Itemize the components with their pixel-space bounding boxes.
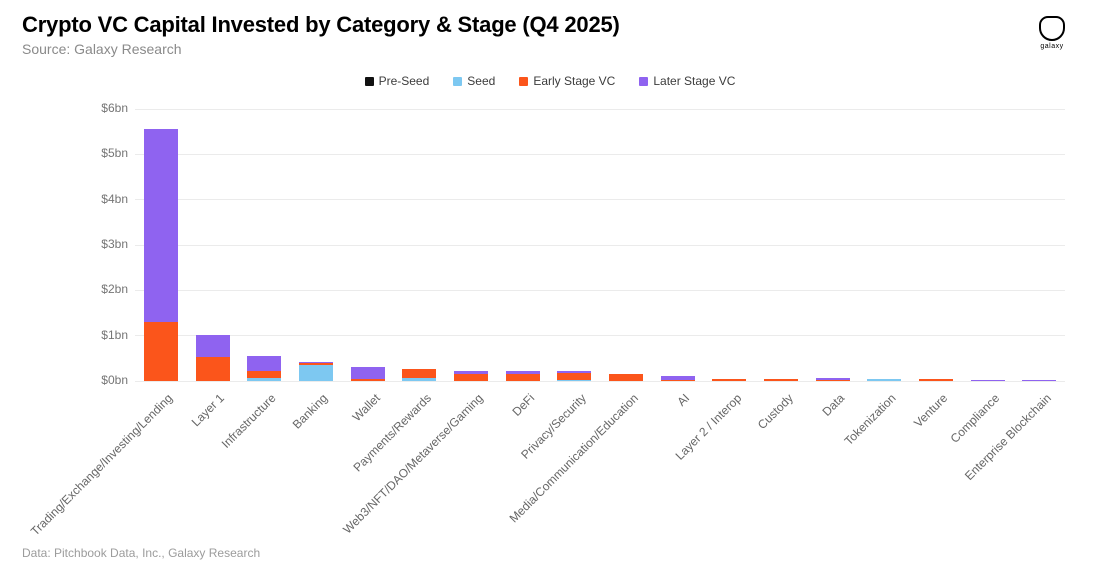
- bar-privacy-security[interactable]: [557, 371, 592, 381]
- gridline: [135, 153, 1065, 155]
- bar-segment-early-stage-vc[interactable]: [453, 373, 488, 381]
- legend-swatch-icon: [519, 76, 529, 86]
- y-tick-label: $2bn: [101, 282, 128, 297]
- bar-segment-early-stage-vc[interactable]: [195, 357, 230, 381]
- bar-segment-early-stage-vc[interactable]: [763, 378, 798, 381]
- x-tick-label: AI: [674, 391, 693, 409]
- x-tick-label: Wallet: [349, 391, 383, 425]
- x-tick-label: Enterprise Blockchain: [962, 391, 1055, 483]
- bar-segment-later-stage-vc[interactable]: [815, 378, 850, 380]
- bar-venture[interactable]: [918, 379, 953, 381]
- y-tick-label: $6bn: [101, 101, 128, 115]
- y-tick-label: $4bn: [101, 191, 128, 206]
- bar-data[interactable]: [815, 378, 850, 381]
- bar-segment-early-stage-vc[interactable]: [712, 378, 747, 381]
- data-credit: Data: Pitchbook Data, Inc., Galaxy Resea…: [22, 546, 261, 560]
- x-tick-label: Tokenization: [841, 391, 900, 449]
- legend-swatch-icon: [639, 76, 649, 86]
- bar-custody[interactable]: [763, 378, 798, 381]
- bar-segment-later-stage-vc[interactable]: [350, 367, 385, 379]
- gridline: [135, 244, 1065, 246]
- bar-ai[interactable]: [660, 375, 695, 381]
- bar-defi[interactable]: [505, 371, 540, 381]
- x-tick-label: Infrastructure: [219, 391, 280, 451]
- bar-segment-early-stage-vc[interactable]: [247, 371, 282, 379]
- source-subtitle: Source: Galaxy Research: [22, 41, 182, 57]
- y-tick-label: $0bn: [101, 373, 128, 387]
- bar-compliance[interactable]: [970, 379, 1005, 381]
- y-tick-label: $1bn: [101, 327, 128, 342]
- bar-segment-early-stage-vc[interactable]: [402, 369, 437, 379]
- legend-item-early-stage-vc[interactable]: Early Stage VC: [519, 74, 615, 88]
- bar-segment-early-stage-vc[interactable]: [350, 378, 385, 381]
- bar-segment-later-stage-vc[interactable]: [195, 334, 230, 358]
- bar-segment-later-stage-vc[interactable]: [660, 375, 695, 380]
- bar-tokenization[interactable]: [867, 378, 902, 381]
- y-tick-label: $5bn: [101, 146, 128, 161]
- gridline: [135, 108, 1065, 110]
- x-tick-label: Banking: [290, 391, 331, 432]
- galaxy-logo: galaxy: [1032, 16, 1072, 50]
- x-tick-label: Compliance: [947, 391, 1003, 446]
- gridline: [135, 335, 1065, 337]
- plot-area: [135, 108, 1065, 382]
- gridline: [135, 289, 1065, 291]
- bar-infrastructure[interactable]: [247, 356, 282, 381]
- x-tick-label: Layer 1: [189, 391, 228, 430]
- bar-segment-later-stage-vc[interactable]: [247, 356, 282, 372]
- bar-segment-early-stage-vc[interactable]: [143, 322, 178, 381]
- page-title: Crypto VC Capital Invested by Category &…: [22, 12, 620, 37]
- bar-segment-later-stage-vc[interactable]: [453, 370, 488, 374]
- bar-segment-early-stage-vc[interactable]: [298, 362, 333, 366]
- x-tick-label: DeFi: [509, 391, 538, 419]
- bar-segment-later-stage-vc[interactable]: [298, 361, 333, 363]
- bar-segment-early-stage-vc[interactable]: [660, 380, 695, 381]
- bar-layer-1[interactable]: [195, 334, 230, 381]
- y-tick-label: $3bn: [101, 237, 128, 251]
- bar-banking[interactable]: [298, 361, 333, 381]
- legend-label: Seed: [467, 74, 496, 88]
- legend-item-later-stage-vc[interactable]: Later Stage VC: [639, 74, 735, 88]
- legend-swatch-icon: [364, 76, 374, 86]
- x-tick-label: Venture: [911, 391, 951, 431]
- bar-segment-early-stage-vc[interactable]: [505, 373, 540, 381]
- bar-segment-seed[interactable]: [557, 379, 592, 381]
- bar-segment-early-stage-vc[interactable]: [815, 379, 850, 381]
- bar-web3-nft-dao-metaverse-gaming[interactable]: [453, 370, 488, 381]
- bar-segment-early-stage-vc[interactable]: [557, 372, 592, 380]
- legend-label: Early Stage VC: [533, 74, 616, 88]
- x-tick-label: Trading/Exchange/Investing/Lending: [28, 391, 176, 539]
- bar-segment-seed[interactable]: [298, 365, 333, 381]
- gridline: [135, 380, 1065, 382]
- legend-item-pre-seed[interactable]: Pre-Seed: [364, 74, 430, 88]
- x-tick-label: Custody: [754, 391, 796, 433]
- legend-swatch-icon: [453, 76, 463, 86]
- galaxy-logo-icon: [1039, 16, 1065, 41]
- bar-trading-exchange-investing-lending[interactable]: [143, 129, 178, 381]
- galaxy-logo-text: galaxy: [1040, 43, 1064, 50]
- bar-segment-early-stage-vc[interactable]: [918, 379, 953, 381]
- bar-segment-later-stage-vc[interactable]: [1022, 380, 1057, 381]
- bar-segment-seed[interactable]: [867, 378, 902, 381]
- bar-wallet[interactable]: [350, 367, 385, 381]
- bar-segment-early-stage-vc[interactable]: [608, 373, 643, 381]
- bar-media-communication-education[interactable]: [608, 373, 643, 381]
- bar-segment-later-stage-vc[interactable]: [970, 379, 1005, 381]
- bar-segment-later-stage-vc[interactable]: [557, 371, 592, 373]
- bar-layer-2-interop[interactable]: [712, 378, 747, 381]
- bar-segment-later-stage-vc[interactable]: [505, 371, 540, 374]
- gridline: [135, 199, 1065, 201]
- legend-label: Later Stage VC: [653, 74, 736, 88]
- legend-label: Pre-Seed: [378, 74, 430, 88]
- bar-enterprise-blockchain[interactable]: [1022, 380, 1057, 381]
- bar-payments-rewards[interactable]: [402, 369, 437, 381]
- bar-segment-seed[interactable]: [247, 378, 282, 381]
- bar-segment-seed[interactable]: [402, 378, 437, 381]
- x-tick-label: Data: [819, 391, 848, 419]
- legend-item-seed[interactable]: Seed: [453, 74, 495, 88]
- bar-segment-later-stage-vc[interactable]: [143, 129, 178, 323]
- legend: Pre-Seed Seed Early Stage VC Later Stage VC: [0, 74, 1100, 88]
